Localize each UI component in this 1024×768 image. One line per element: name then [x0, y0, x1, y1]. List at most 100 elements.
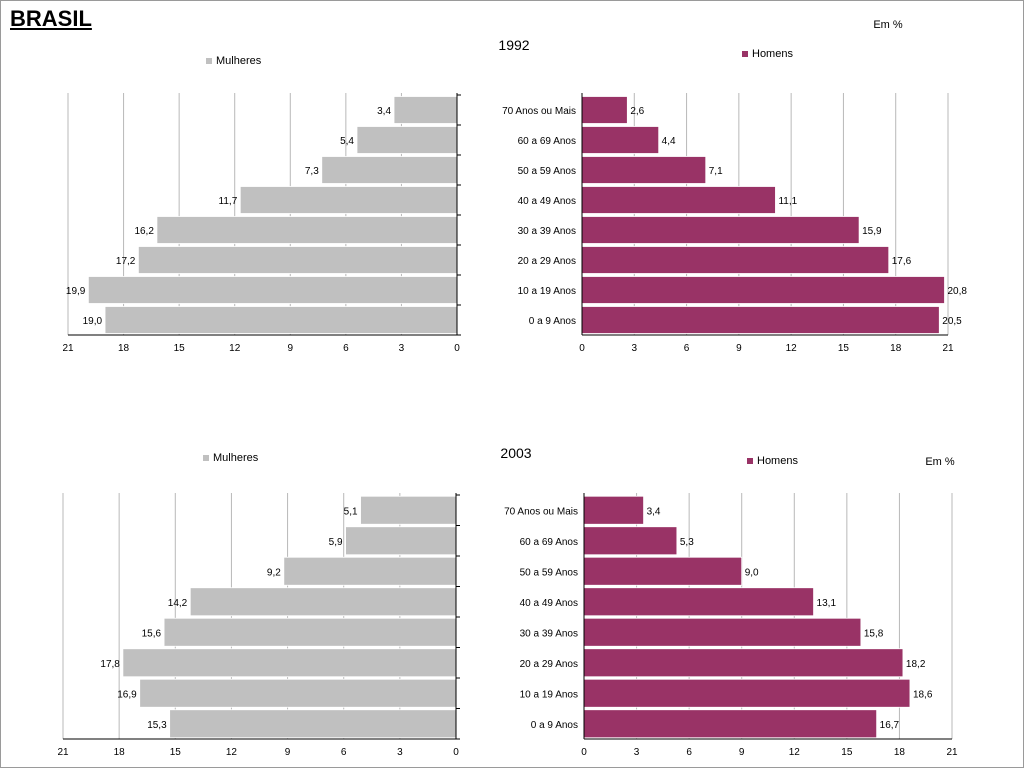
c2003-category-label: 10 a 19 Anos — [520, 689, 578, 700]
c1992-value-label-men: 2,6 — [630, 106, 644, 117]
c2003-men-tick-label: 15 — [841, 747, 853, 758]
c1992-category-label: 70 Anos ou Mais — [502, 106, 576, 117]
c1992-bar-men — [581, 186, 776, 214]
c1992-bar-women — [239, 186, 458, 214]
c1992-men-tick-label: 15 — [838, 343, 850, 354]
c2003-category-label: 40 a 49 Anos — [520, 598, 578, 609]
c2003-men-tick-label: 0 — [581, 747, 587, 758]
c1992-category-label: 20 a 29 Anos — [518, 256, 576, 267]
c1992-bar-women — [356, 126, 458, 154]
c2003-men-tick-label: 18 — [894, 747, 906, 758]
c2003-men-tick-label: 3 — [634, 747, 640, 758]
c1992-value-label-women: 19,0 — [83, 316, 103, 327]
c2003-women-tick-label: 12 — [226, 747, 238, 758]
c2003-value-label-men: 16,7 — [880, 720, 900, 731]
c2003-category-label: 70 Anos ou Mais — [504, 506, 578, 517]
c1992-value-label-women: 17,2 — [116, 256, 136, 267]
c1992-value-label-men: 4,4 — [662, 136, 676, 147]
c2003-value-label-men: 3,4 — [647, 506, 661, 517]
c1992-men-tick-label: 12 — [786, 343, 798, 354]
c1992-men-tick-label: 18 — [890, 343, 902, 354]
c2003-women-tick-label: 9 — [285, 747, 291, 758]
c2003-value-label-women: 14,2 — [168, 598, 188, 609]
c2003-women-tick-label: 18 — [114, 747, 126, 758]
c2003-men-tick-label: 12 — [789, 747, 801, 758]
c2003-bar-men — [583, 678, 911, 708]
c2003-bar-men — [583, 709, 878, 739]
c2003-value-label-women: 15,3 — [147, 720, 167, 731]
c2003-bar-women — [139, 678, 457, 708]
c2003-men-tick-label: 21 — [946, 747, 958, 758]
c2003-men-tick-label: 6 — [686, 747, 692, 758]
c2003-category-label: 60 a 69 Anos — [520, 537, 578, 548]
c1992-year-label: 1992 — [498, 37, 529, 53]
c2003-women-tick-label: 3 — [397, 747, 403, 758]
c2003-category-label: 20 a 29 Anos — [520, 659, 578, 670]
c2003-value-label-women: 16,9 — [117, 689, 137, 700]
c2003-bar-women — [189, 587, 457, 617]
c1992-men-tick-label: 0 — [579, 343, 585, 354]
c1992-legend-men: Homens — [752, 48, 793, 60]
c1992-women-tick-label: 0 — [454, 343, 460, 354]
c2003-women-tick-label: 0 — [453, 747, 459, 758]
c2003-category-label: 30 a 39 Anos — [520, 628, 578, 639]
c2003-bar-women — [345, 526, 457, 556]
c2003-value-label-men: 13,1 — [817, 598, 837, 609]
c2003-category-label: 0 a 9 Anos — [531, 720, 578, 731]
c2003-bar-women — [283, 556, 457, 586]
c1992-value-label-women: 5,4 — [340, 136, 354, 147]
c2003-bar-women — [122, 648, 457, 678]
c1992-women-tick-label: 3 — [399, 343, 405, 354]
c1992-value-label-men: 11,1 — [778, 196, 797, 207]
c1992-women-tick-label: 15 — [174, 343, 186, 354]
c1992-bar-men — [581, 246, 890, 274]
c1992-value-label-men: 7,1 — [709, 166, 723, 177]
c1992-category-label: 50 a 59 Anos — [518, 166, 576, 177]
c1992-bar-women — [104, 306, 458, 334]
c1992-category-label: 10 a 19 Anos — [518, 286, 576, 297]
c2003-category-label: 50 a 59 Anos — [520, 567, 578, 578]
c1992-bar-men — [581, 276, 945, 304]
c2003-legend-swatch-women — [203, 455, 209, 461]
c1992-value-label-men: 15,9 — [862, 226, 882, 237]
c1992-bar-men — [581, 126, 660, 154]
c1992-value-label-women: 11,7 — [219, 196, 238, 207]
c1992-bar-men — [581, 216, 860, 244]
c2003-bar-women — [169, 709, 457, 739]
c1992-bar-men — [581, 96, 628, 124]
c2003-value-label-women: 15,6 — [142, 628, 162, 639]
c1992-bar-women — [393, 96, 458, 124]
c2003-value-label-men: 18,2 — [906, 659, 926, 670]
c1992-legend-swatch-women — [206, 58, 212, 64]
c2003-value-label-women: 17,8 — [100, 659, 120, 670]
c2003-year-label: 2003 — [500, 445, 531, 461]
c2003-legend-men: Homens — [757, 455, 798, 467]
c2003-value-label-women: 5,9 — [329, 537, 343, 548]
c1992-bar-men — [581, 306, 940, 334]
c1992-category-label: 40 a 49 Anos — [518, 196, 576, 207]
c1992-value-label-men: 20,8 — [948, 286, 968, 297]
c2003-value-label-men: 15,8 — [864, 628, 884, 639]
c1992-men-tick-label: 9 — [736, 343, 742, 354]
c1992-men-tick-label: 6 — [684, 343, 690, 354]
c1992-bar-women — [87, 276, 458, 304]
c1992-category-label: 60 a 69 Anos — [518, 136, 576, 147]
c1992-category-label: 30 a 39 Anos — [518, 226, 576, 237]
c2003-women-tick-label: 21 — [57, 747, 69, 758]
c2003-bar-women — [360, 495, 457, 525]
c2003-value-label-women: 5,1 — [344, 506, 358, 517]
c2003-legend-women: Mulheres — [213, 452, 259, 464]
c1992-bar-women — [321, 156, 458, 184]
c1992-women-tick-label: 9 — [288, 343, 294, 354]
c2003-bar-men — [583, 495, 644, 525]
c2003-bar-men — [583, 556, 743, 586]
c1992-value-label-women: 16,2 — [134, 226, 154, 237]
c1992-value-label-men: 20,5 — [942, 316, 962, 327]
c1992-bar-men — [581, 156, 707, 184]
c1992-legend-swatch-men — [742, 51, 748, 57]
c1992-value-label-women: 3,4 — [377, 106, 391, 117]
c1992-bar-women — [137, 246, 458, 274]
c2003-value-label-men: 18,6 — [913, 689, 933, 700]
c2003-bar-men — [583, 648, 904, 678]
